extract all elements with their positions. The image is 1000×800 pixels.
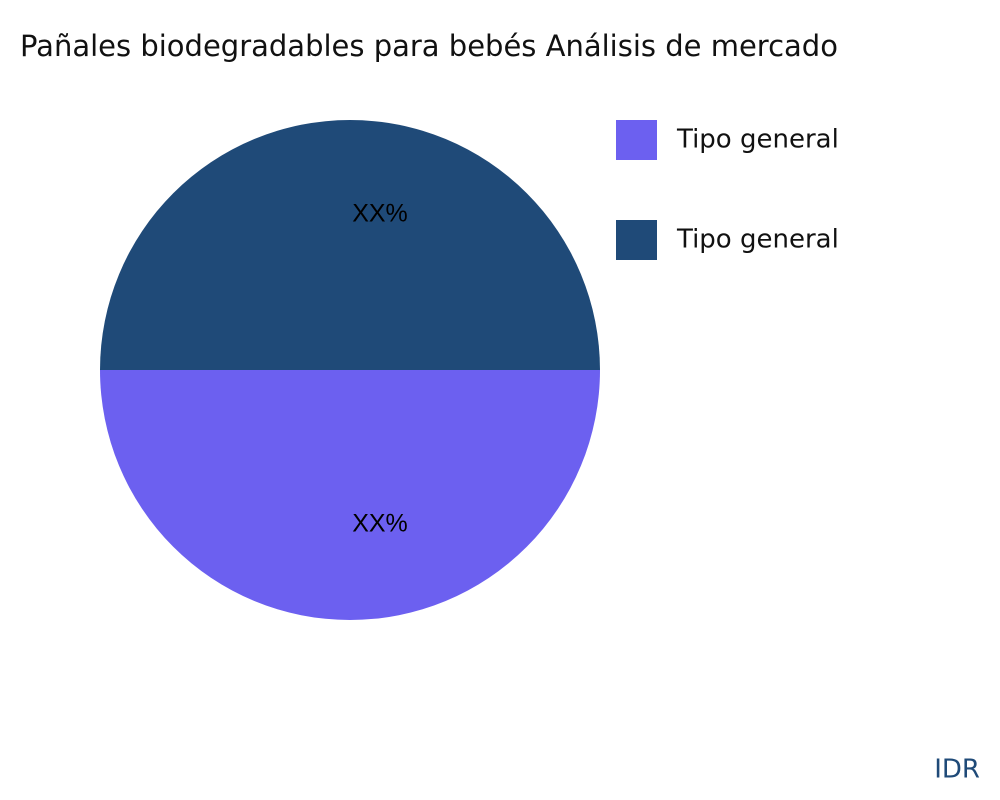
watermark: IDR — [934, 755, 980, 785]
data-label: XX% — [352, 510, 408, 538]
legend-label: Tipo general — [676, 225, 839, 255]
legend-label: Tipo general — [676, 125, 839, 155]
pie-slice — [100, 120, 600, 370]
legend-swatch — [616, 120, 657, 160]
data-label: XX% — [352, 200, 408, 228]
legend-swatch — [616, 220, 657, 260]
chart-title: Pañales biodegradables para bebés Anális… — [20, 29, 838, 63]
pie-slice — [100, 370, 600, 620]
